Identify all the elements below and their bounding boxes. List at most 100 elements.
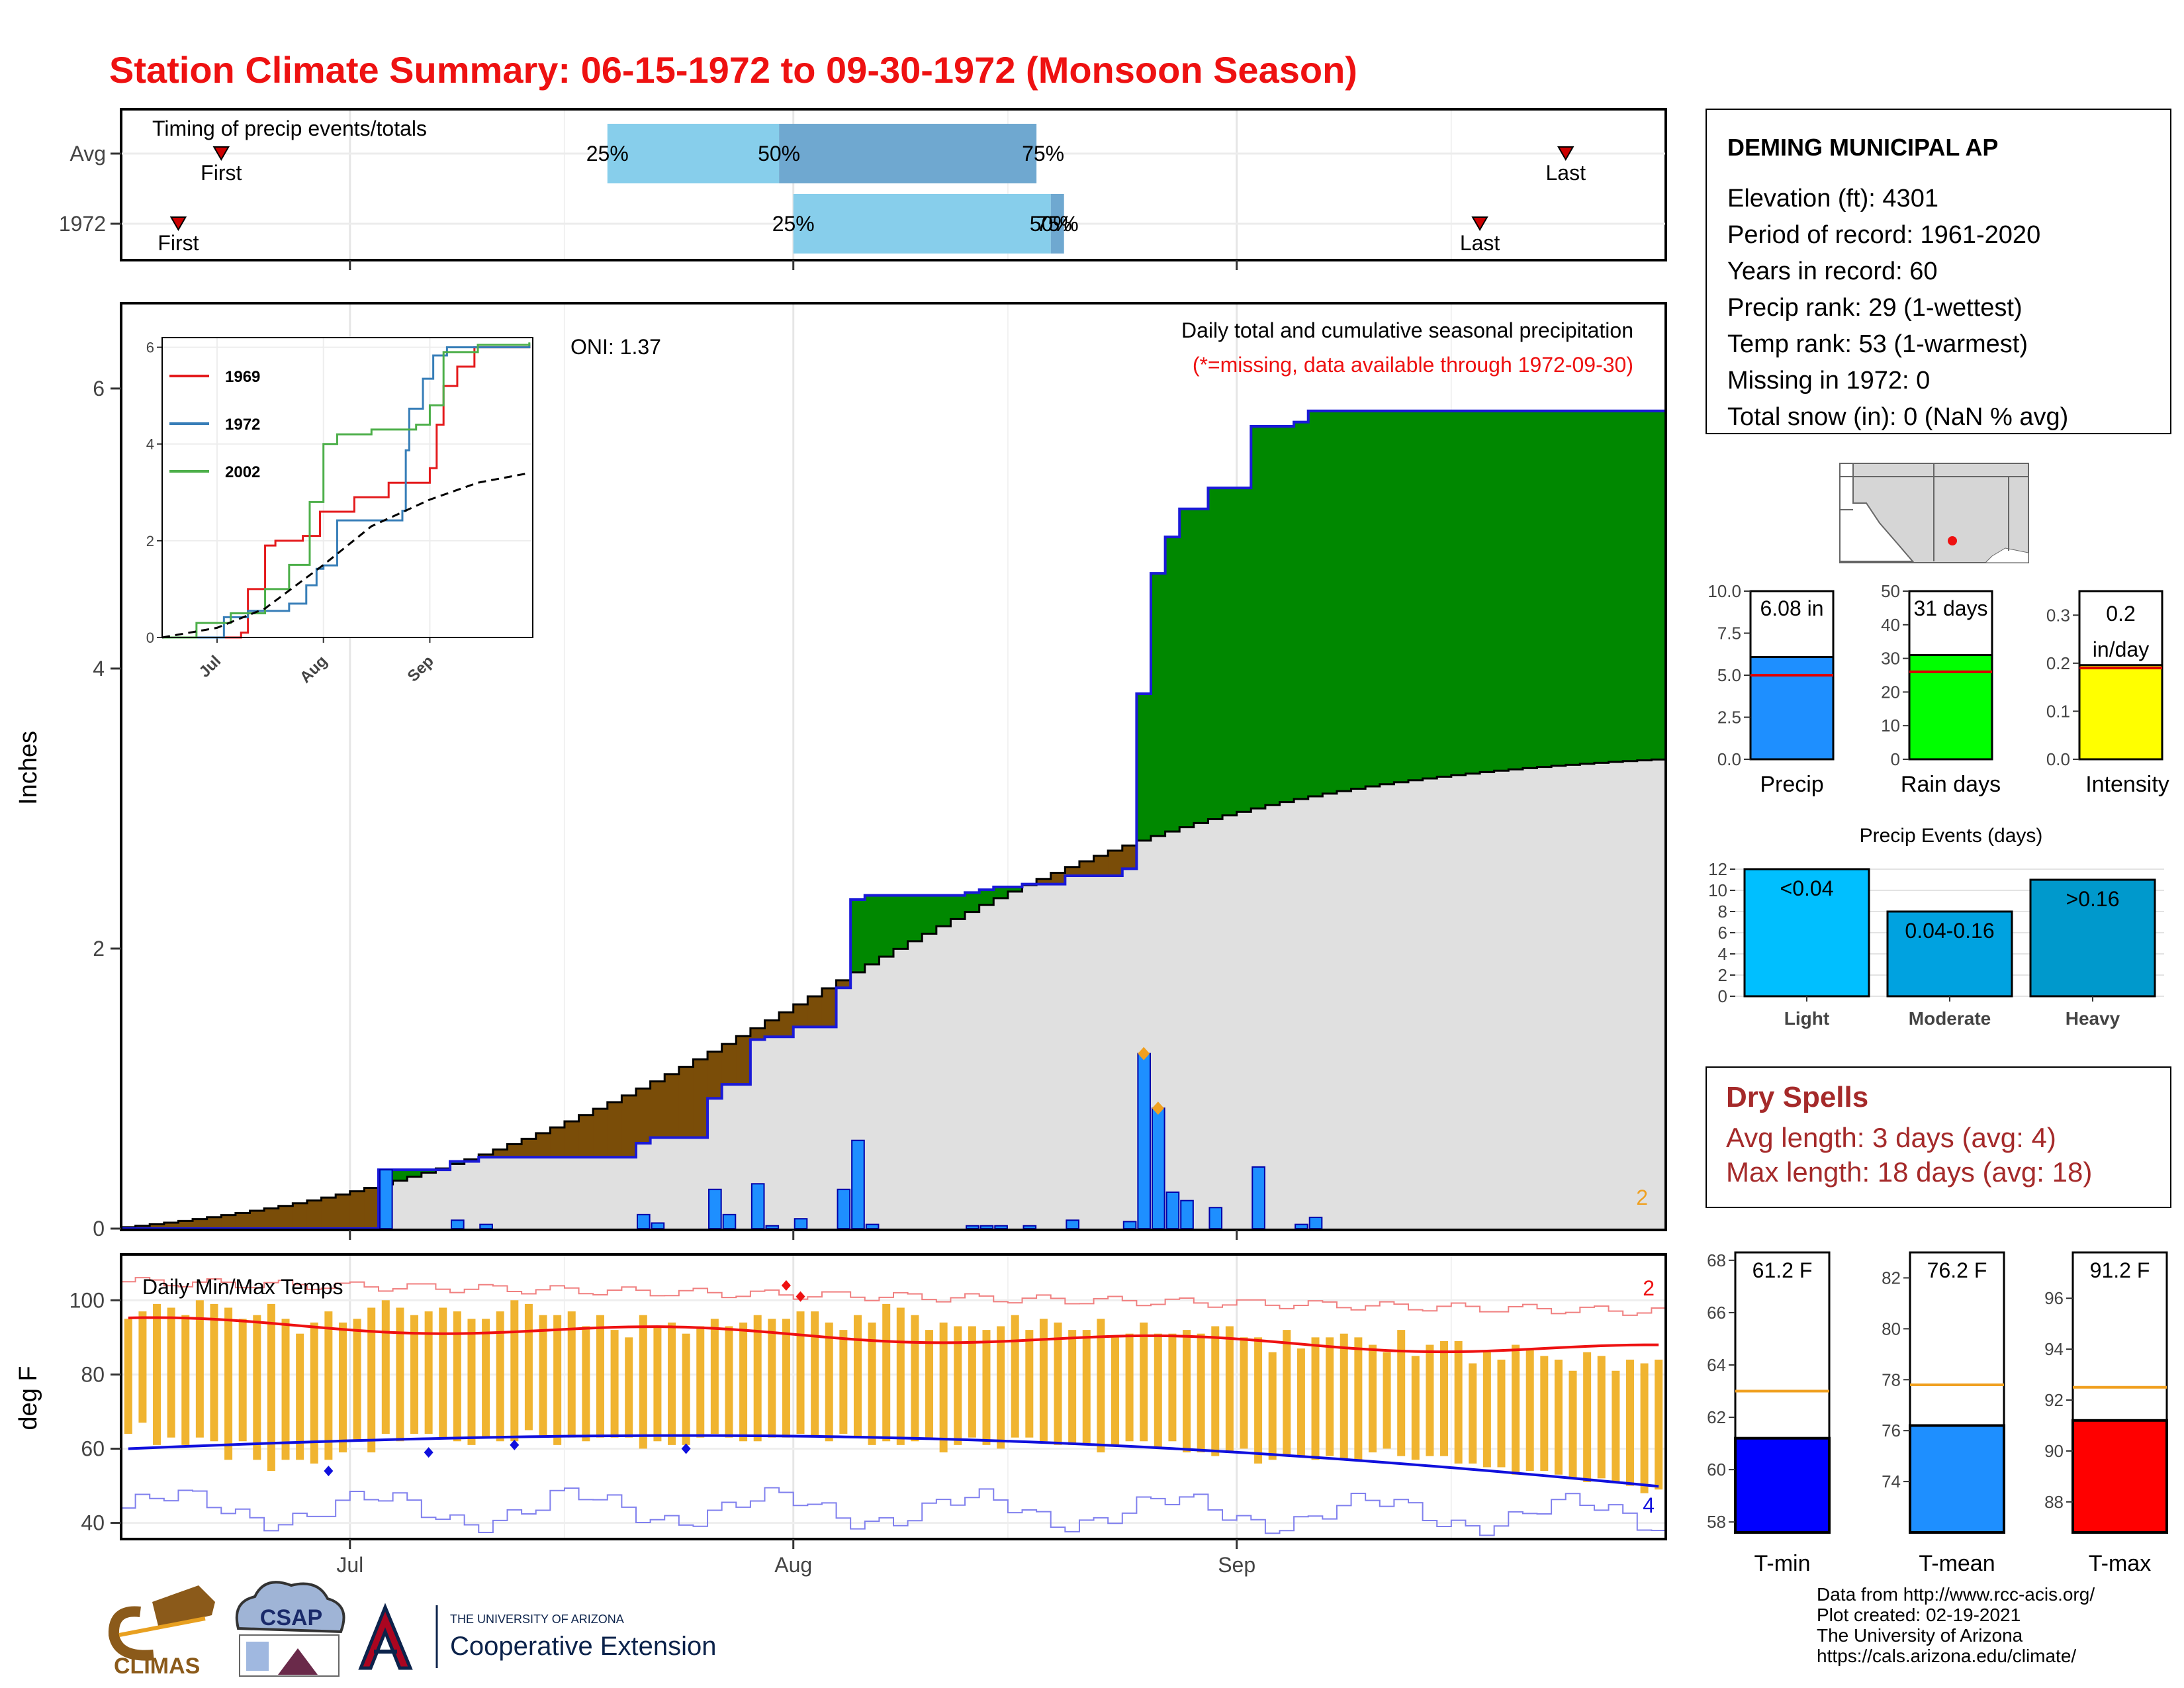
temp-ytick-label: 80	[81, 1362, 105, 1386]
timing-panel-frame	[120, 108, 1667, 261]
cumulative-departure-day	[163, 1222, 179, 1229]
daily-temp-bar	[324, 1311, 333, 1460]
average-cumulative-area	[121, 759, 1666, 1229]
events-ytick-label: 4	[1718, 944, 1727, 964]
cumulative-departure-day	[893, 895, 909, 949]
map-outside-region-2	[1984, 547, 2029, 563]
daily-temp-bar	[668, 1322, 676, 1445]
timing-panel: Timing of precip events/totals Avg 25% 50%…	[59, 108, 1667, 270]
daily-temp-bar	[1554, 1359, 1563, 1475]
cumulative-departure-day	[349, 1191, 365, 1229]
daily-temp-bar	[682, 1333, 690, 1445]
precip-ytick-label: 2	[93, 937, 105, 961]
intensity-ytick-label: 0.3	[2046, 605, 2070, 625]
daily-precip-bar	[979, 1225, 994, 1229]
month-axis: Jul Aug Sep	[336, 1539, 1255, 1577]
daily-temp-bar	[997, 1326, 1005, 1449]
cumulative-departure-day	[693, 1059, 708, 1138]
timing-last-label: Last	[1545, 161, 1586, 185]
daily-temp-bar	[811, 1311, 819, 1438]
daily-temp-bar	[1655, 1359, 1663, 1490]
cumulative-departure-day	[922, 895, 937, 934]
daily-precip-bar	[765, 1225, 780, 1229]
precip-ytick-label: 0	[93, 1217, 105, 1241]
tmax-ytick-label: 92	[2044, 1390, 2064, 1410]
daily-temp-bar	[625, 1337, 633, 1438]
tmin-ytick-label: 66	[1707, 1303, 1726, 1323]
daily-temp-bar	[1540, 1356, 1549, 1472]
tmin-ytick-label: 60	[1707, 1460, 1726, 1479]
cumulative-departure-day	[1136, 694, 1152, 841]
events-bar-label: 0.04-0.16	[1905, 919, 1994, 943]
cumulative-departure-day	[621, 1095, 637, 1158]
cumulative-departure-day	[993, 886, 1009, 898]
cumulative-departure-day	[1623, 410, 1638, 761]
cumulative-departure-day	[864, 895, 880, 964]
cumulative-departure-day	[678, 1066, 694, 1138]
cumulative-departure-day	[1637, 410, 1652, 761]
cumulative-departure-day	[578, 1115, 594, 1158]
rain-days-ytick-label: 50	[1881, 581, 1900, 601]
intensity-ytick-label: 0.0	[2046, 749, 2070, 769]
station-info-line: Precip rank: 29 (1-wettest)	[1727, 294, 2023, 322]
dry-spells-frame	[1706, 1066, 2171, 1208]
daily-temp-bar	[739, 1322, 748, 1442]
cumulative-departure-day	[1508, 410, 1524, 770]
daily-temp-bar	[1211, 1326, 1220, 1456]
month-label: Aug	[774, 1553, 812, 1577]
cumulative-departure-day	[850, 899, 866, 972]
cumulative-departure-day	[936, 895, 951, 927]
tmin-value-label: 61.2 F	[1752, 1258, 1813, 1282]
cumulative-departure-day	[1437, 410, 1452, 777]
cumulative-departure-day	[1007, 886, 1023, 892]
daily-temp-bar	[124, 1319, 132, 1434]
daily-temp-bar	[1054, 1322, 1062, 1445]
events-category-label: Heavy	[2066, 1008, 2120, 1029]
daily-temp-bar	[1569, 1370, 1577, 1479]
precip-events-title: Precip Events (days)	[1860, 825, 2043, 847]
cumulative-departure-day	[1151, 573, 1166, 836]
cumulative-departure-day	[707, 1051, 723, 1099]
cumulative-departure-day	[306, 1200, 322, 1229]
intensity-value-unit: in/day	[2093, 637, 2149, 661]
cumulative-departure-day	[1394, 410, 1409, 782]
daily-temp-bar	[1454, 1340, 1463, 1464]
daily-temp-bar	[1125, 1333, 1134, 1442]
temperature-panel-frame	[120, 1253, 1667, 1540]
inset-ytick-label: 0	[146, 630, 154, 646]
daily-precip-bar	[1295, 1223, 1308, 1229]
daily-temp-bar	[639, 1315, 647, 1449]
cumulative-departure-day	[1522, 410, 1537, 769]
rain-days-ytick-label: 20	[1881, 682, 1900, 702]
record-precip-marker-icon	[1138, 1047, 1150, 1060]
inset-legend-label: 1969	[225, 368, 260, 386]
daily-precip-bar	[1165, 1192, 1180, 1230]
timing-row-label: Avg	[69, 142, 106, 165]
timing-bar-25-50	[793, 194, 1051, 254]
cumulative-departure-day	[1451, 410, 1466, 775]
cumulative-departure-day	[492, 1149, 508, 1158]
timing-last-label: Last	[1460, 231, 1500, 255]
record-high-line	[121, 1277, 1666, 1316]
cumulative-departure-day	[1050, 872, 1066, 884]
daily-temp-bar	[954, 1326, 962, 1445]
rain-days-ytick-label: 30	[1881, 649, 1900, 669]
timing-row-label: 1972	[59, 212, 106, 236]
cumulative-departure-day	[1494, 410, 1509, 771]
timing-first-marker-icon	[212, 146, 230, 161]
cumulative-departure-day	[1265, 426, 1280, 806]
daily-temp-bar	[1297, 1348, 1305, 1456]
precip-summary-bars: 0.0 2.5 5.0 7.5 10.0 6.08 in Precip 0 10 20 30 40 50…	[1707, 581, 2169, 797]
record-precip-marker-icon	[1152, 1102, 1164, 1115]
inset-series-1972	[162, 343, 531, 639]
daily-temp-bar	[1326, 1337, 1334, 1456]
cumulative-departure-day	[235, 1213, 250, 1229]
cumulative-departure-day	[1608, 410, 1623, 763]
daily-temp-bar	[510, 1300, 519, 1442]
cumulative-departure-day	[392, 1170, 408, 1181]
inset-legend-label: 1972	[225, 416, 260, 434]
daily-temp-bar	[825, 1322, 833, 1442]
temp-ytick-label: 100	[69, 1288, 105, 1312]
daily-temp-bar	[1011, 1315, 1019, 1438]
footer-credit-line: The University of Arizona	[1817, 1625, 2023, 1646]
